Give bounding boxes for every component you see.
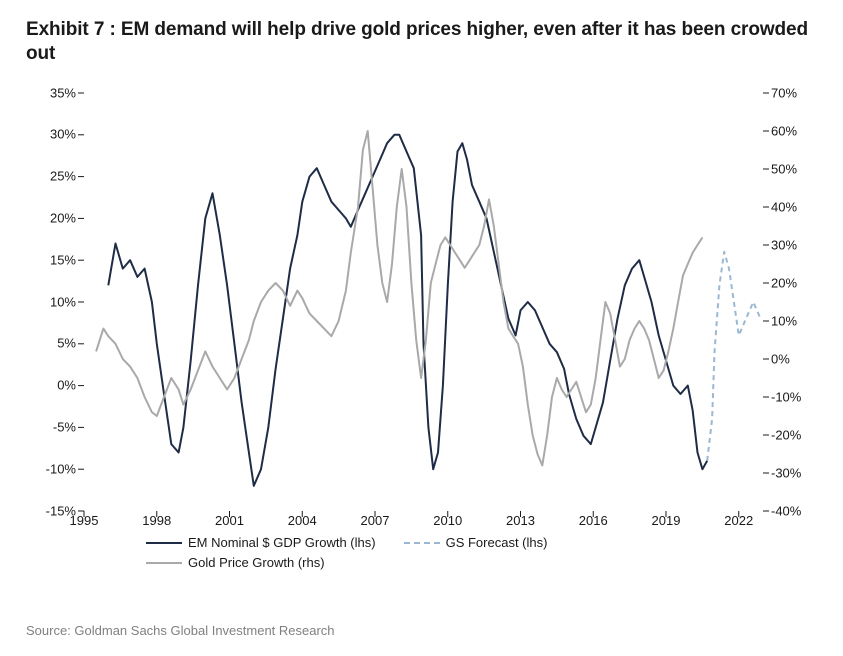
x-tick-label: 2022 (724, 513, 753, 528)
legend-item: GS Forecast (lhs) (404, 535, 548, 550)
series-line (96, 131, 702, 465)
legend-row: EM Nominal $ GDP Growth (lhs) GS Forecast… (146, 533, 763, 553)
legend-item: Gold Price Growth (rhs) (146, 555, 325, 570)
y-axis-left-labels: -15%-10%-5%0%5%10%15%20%25%30%35% (26, 93, 82, 511)
y-left-tick-label: 20% (50, 211, 76, 226)
x-tick-label: 2016 (579, 513, 608, 528)
y-right-tick-label: 70% (771, 85, 797, 100)
x-tick-label: 2013 (506, 513, 535, 528)
y-right-tick-label: -20% (771, 427, 801, 442)
legend-label: EM Nominal $ GDP Growth (lhs) (188, 535, 376, 550)
y-right-tick-label: 40% (771, 199, 797, 214)
legend-swatch (146, 542, 182, 544)
plot-area (84, 93, 763, 511)
x-tick-label: 2004 (288, 513, 317, 528)
series-line (108, 134, 707, 485)
y-right-tick-label: 10% (771, 313, 797, 328)
legend-row: Gold Price Growth (rhs) (146, 553, 763, 573)
y-left-tick-label: 30% (50, 127, 76, 142)
y-right-tick-label: 0% (771, 351, 790, 366)
x-tick-label: 2010 (433, 513, 462, 528)
series-line (707, 251, 760, 460)
y-left-tick-label: 15% (50, 252, 76, 267)
x-tick-label: 1995 (70, 513, 99, 528)
y-left-tick-label: 25% (50, 169, 76, 184)
exhibit-container: Exhibit 7 : EM demand will help drive go… (0, 0, 843, 656)
chart-area: -15%-10%-5%0%5%10%15%20%25%30%35% -40%-3… (26, 93, 817, 573)
y-left-tick-label: 5% (57, 336, 76, 351)
y-left-tick-label: 10% (50, 294, 76, 309)
legend-label: Gold Price Growth (rhs) (188, 555, 325, 570)
x-tick-label: 1998 (142, 513, 171, 528)
y-right-tick-label: 20% (771, 275, 797, 290)
x-axis-labels: 1995199820012004200720102013201620192022 (84, 513, 763, 531)
legend-swatch (404, 542, 440, 544)
legend-label: GS Forecast (lhs) (446, 535, 548, 550)
x-tick-label: 2019 (652, 513, 681, 528)
y-axis-right-labels: -40%-30%-20%-10%0%10%20%30%40%50%60%70% (765, 93, 817, 511)
source-attribution: Source: Goldman Sachs Global Investment … (26, 623, 335, 638)
y-left-tick-label: 35% (50, 85, 76, 100)
y-left-tick-label: 0% (57, 378, 76, 393)
x-tick-label: 2007 (361, 513, 390, 528)
chart-legend: EM Nominal $ GDP Growth (lhs) GS Forecast… (146, 533, 763, 573)
y-right-tick-label: -30% (771, 465, 801, 480)
y-right-tick-label: 50% (771, 161, 797, 176)
y-right-tick-label: 30% (771, 237, 797, 252)
y-left-tick-label: -10% (46, 461, 76, 476)
y-right-tick-label: -40% (771, 503, 801, 518)
y-right-tick-label: -10% (771, 389, 801, 404)
chart-title: Exhibit 7 : EM demand will help drive go… (26, 18, 817, 67)
legend-item: EM Nominal $ GDP Growth (lhs) (146, 535, 376, 550)
x-tick-label: 2001 (215, 513, 244, 528)
legend-swatch (146, 562, 182, 564)
y-left-tick-label: -5% (53, 420, 76, 435)
line-chart-svg (84, 93, 763, 511)
y-right-tick-label: 60% (771, 123, 797, 138)
